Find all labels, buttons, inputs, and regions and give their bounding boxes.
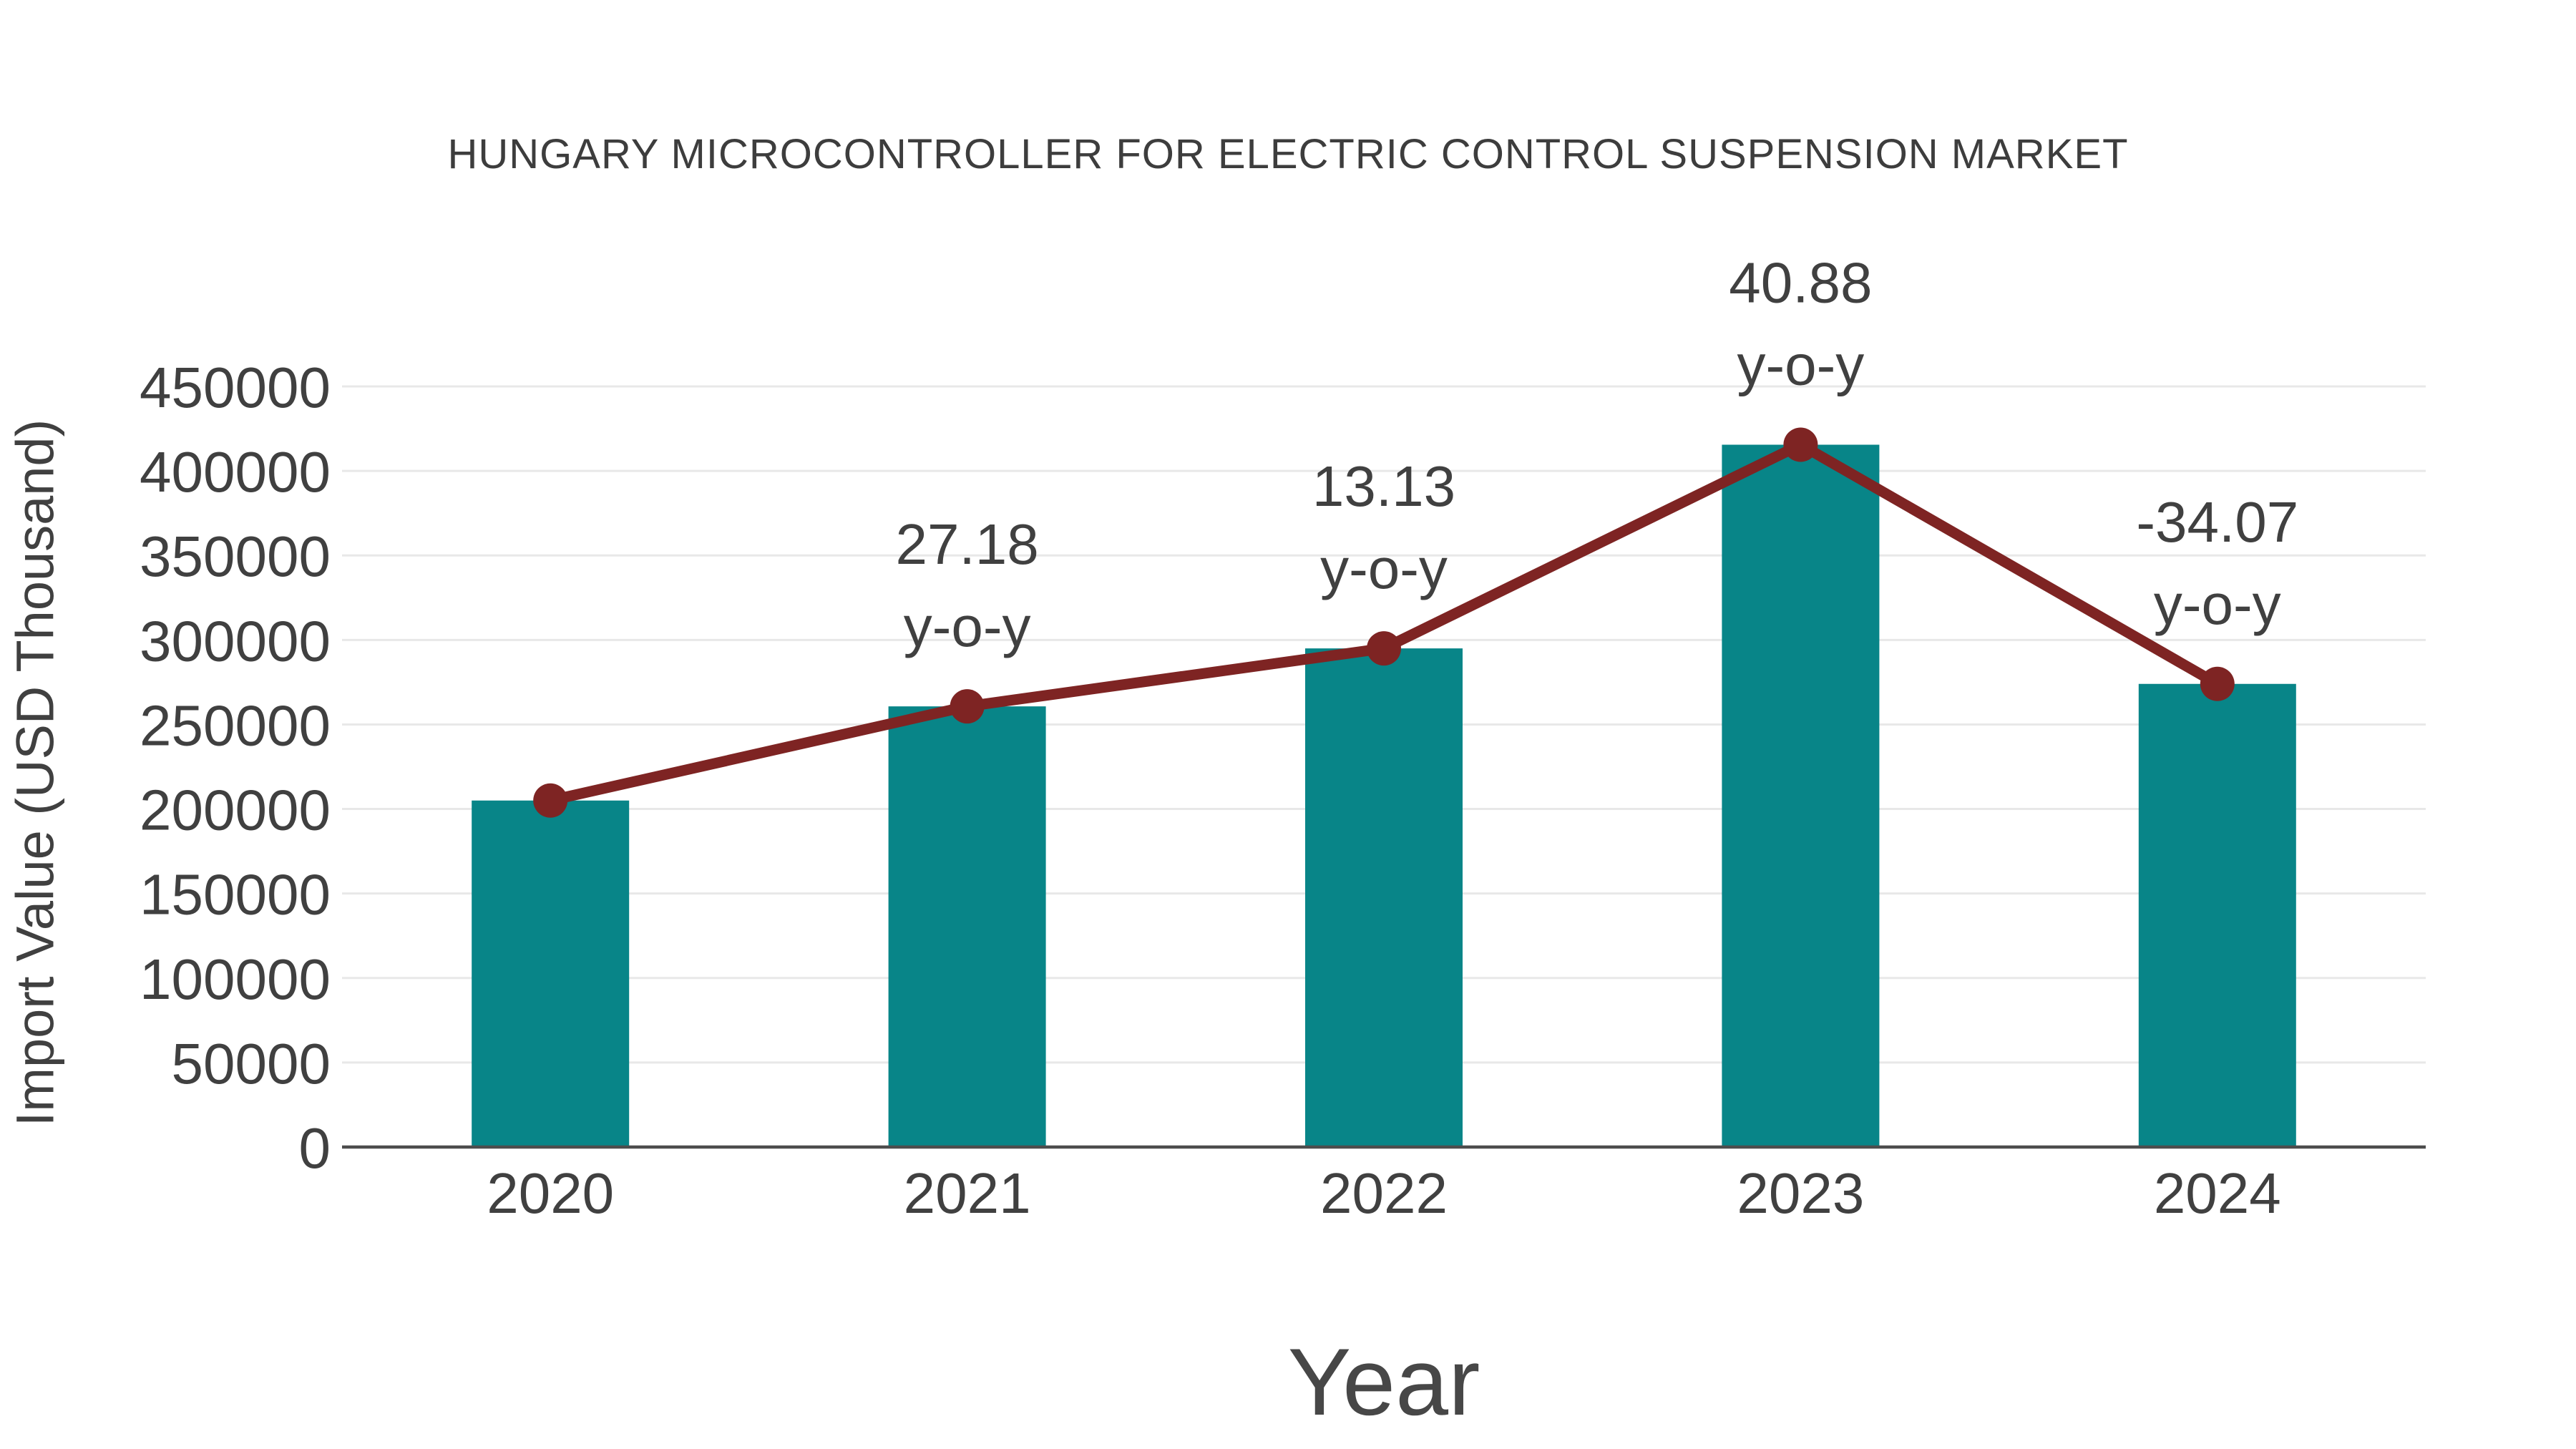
yoy-label-2024: y-o-y: [2154, 572, 2281, 636]
marker-2024: [2200, 666, 2235, 701]
y-tick-label-150000: 150000: [140, 863, 331, 927]
marker-2021: [950, 689, 985, 724]
y-tick-label-300000: 300000: [140, 609, 331, 673]
yoy-value-2021: 27.18: [895, 512, 1038, 576]
yoy-value-2022: 13.13: [1312, 454, 1455, 518]
y-tick-label-250000: 250000: [140, 693, 331, 757]
marker-2022: [1367, 631, 1401, 666]
bar-2021: [888, 706, 1046, 1147]
yoy-label-2022: y-o-y: [1320, 537, 1448, 600]
y-tick-label-200000: 200000: [140, 779, 331, 842]
y-tick-label-400000: 400000: [140, 440, 331, 504]
yoy-value-2023: 40.88: [1729, 250, 1872, 314]
y-tick-label-450000: 450000: [140, 356, 331, 419]
y-axis-title: Import Value (USD Thousand): [5, 419, 65, 1127]
y-tick-label-0: 0: [299, 1116, 331, 1180]
x-tick-label-2020: 2020: [487, 1161, 614, 1225]
yoy-value-2024: -34.07: [2136, 490, 2298, 554]
y-tick-label-100000: 100000: [140, 947, 331, 1011]
marker-2023: [1783, 427, 1818, 462]
y-tick-label-50000: 50000: [172, 1032, 331, 1096]
x-axis-title: Year: [1287, 1330, 1480, 1435]
marker-2020: [533, 783, 568, 818]
bar-2024: [2138, 683, 2296, 1147]
bar-2020: [472, 800, 630, 1147]
x-tick-label-2024: 2024: [2154, 1161, 2281, 1225]
chart-title: HUNGARY MICROCONTROLLER FOR ELECTRIC CON…: [447, 131, 2129, 177]
x-tick-label-2023: 2023: [1737, 1161, 1864, 1225]
y-tick-label-350000: 350000: [140, 525, 331, 588]
bar-2022: [1305, 648, 1463, 1147]
x-tick-label-2021: 2021: [904, 1161, 1031, 1225]
yoy-label-2021: y-o-y: [904, 595, 1031, 658]
yoy-label-2023: y-o-y: [1737, 333, 1865, 396]
x-tick-label-2022: 2022: [1320, 1161, 1448, 1225]
bar-2023: [1722, 444, 1880, 1147]
